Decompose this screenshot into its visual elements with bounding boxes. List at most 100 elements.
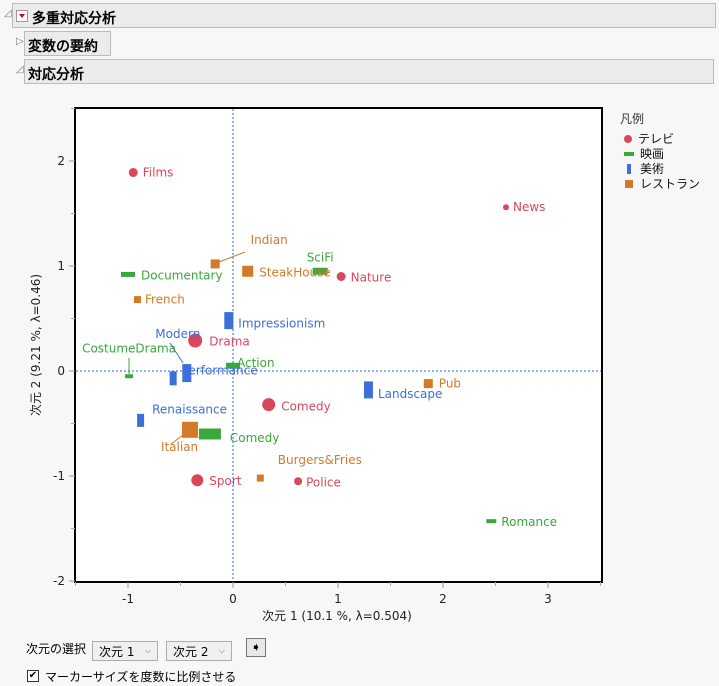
point-label: Burgers&Fries [278,453,362,467]
checkmark-icon: ✔ [28,670,38,681]
vbar-marker-icon [224,312,234,330]
y-tick-label: 1 [57,259,65,273]
data-point[interactable]: Police [294,475,341,489]
hbar-marker-icon [198,428,221,440]
data-point[interactable]: News [503,200,545,214]
plot-frame [74,107,603,583]
point-label: Films [143,166,174,180]
point-label: Police [306,475,341,489]
point-label: Nature [351,271,392,285]
legend-title: 凡例 [620,112,645,126]
hbar-marker-icon [624,151,634,156]
data-point[interactable]: CostumeDrama [82,341,176,379]
ca-title: 対応分析 [28,67,84,83]
square-marker-icon [625,179,633,188]
data-point[interactable]: Renaissance [137,402,227,427]
reference-lines [76,109,601,581]
data-point[interactable]: French [133,293,185,307]
data-point[interactable]: Landscape [363,381,442,401]
data-point[interactable]: Impressionism [224,312,325,331]
legend-label: 美術 [640,162,665,176]
point-label: Romance [501,515,557,529]
data-point[interactable]: Films [128,166,174,180]
axes: -1 0 1 2 3 -2 -1 0 1 2 [53,108,601,606]
red-triangle-menu-icon[interactable] [16,10,28,22]
proportional-marker-label: マーカーサイズを度数に比例させる [45,670,237,684]
dimension-x-value: 次元 1 [99,644,135,659]
circle-marker-icon [128,168,138,178]
point-label: CostumeDrama [82,341,176,355]
collapse-triangle-icon[interactable]: ◿ [16,64,24,75]
outline-main-bar: 多重対応分析 [12,3,716,28]
data-point[interactable]: Performance [169,363,258,386]
chevron-down-icon: ⌵ [144,646,151,655]
square-marker-icon [423,379,433,389]
data-point[interactable]: Documentary [121,268,223,282]
apply-dimension-button[interactable]: ➧ [246,638,266,657]
vbar-marker-icon [182,364,192,383]
y-tick-label: -1 [53,469,65,483]
data-point[interactable]: Sport [191,474,242,488]
data-point[interactable]: Burgers&Fries [256,453,362,482]
leader-line [218,251,246,263]
legend-label: テレビ [638,132,675,146]
y-tick-label: 2 [57,154,65,168]
square-marker-icon [242,265,254,277]
legend-item[interactable]: テレビ [624,130,674,147]
legend-item[interactable]: 映画 [624,145,664,162]
point-label: French [145,293,185,307]
data-point[interactable]: Comedy [198,428,280,446]
summary-title: 変数の要約 [28,39,98,55]
point-label: Documentary [141,268,223,282]
data-point[interactable]: Indian [210,233,288,269]
expand-triangle-icon[interactable]: ▷ [16,36,24,47]
y-tick-label: 0 [57,364,65,378]
summary-bar[interactable]: 変数の要約 [24,31,111,56]
point-label: Italian [161,440,198,454]
legend-item[interactable]: 美術 [624,160,664,177]
data-point[interactable]: Pub [423,377,461,391]
point-label: Comedy [230,431,280,445]
dimension-x-select[interactable]: 次元 1 ⌵ [92,641,158,661]
data-point[interactable]: SciFi [307,250,334,275]
point-label: Indian [251,233,288,247]
legend-label: レストラン [640,177,701,191]
circle-marker-icon [294,477,303,486]
circle-marker-icon [262,398,276,412]
point-label: Pub [439,377,461,391]
data-point[interactable]: SteakHouse [242,265,331,279]
data-point[interactable]: Nature [336,271,392,285]
hbar-marker-icon [125,374,134,379]
proportional-marker-checkbox[interactable]: ✔ [27,670,39,682]
data-point[interactable]: Italian [161,421,198,454]
data-point[interactable]: Modern [155,327,200,383]
data-point[interactable]: Comedy [262,398,331,414]
dimension-select-label: 次元の選択 [26,642,87,656]
x-tick-label: 3 [544,592,552,606]
y-tick-label: -2 [53,574,65,588]
dimension-y-value: 次元 2 [173,644,209,659]
point-label: Comedy [281,400,331,414]
point-label: Impressionism [238,317,325,331]
legend-item[interactable]: レストラン [624,175,700,192]
data-point[interactable]: Action [226,356,275,370]
square-marker-icon [210,259,220,269]
vbar-marker-icon [363,381,373,399]
circle-marker-icon [191,474,204,487]
data-point[interactable]: Romance [486,515,557,529]
collapse-triangle-icon[interactable]: ◿ [4,8,12,19]
leader-line [170,434,184,445]
legend-label: 映画 [640,147,665,161]
circle-marker-icon [336,272,346,281]
data-points[interactable]: Films News Nature Drama Comedy Police Sport Doc… [82,166,557,530]
dimension-y-select[interactable]: 次元 2 ⌵ [166,641,232,661]
vbar-marker-icon [627,163,631,174]
point-label: Action [237,356,275,370]
data-point[interactable]: Drama [188,333,250,349]
hbar-marker-icon [226,362,240,369]
arrow-right-icon: ➧ [250,640,262,654]
point-label: News [513,200,545,214]
point-label: Drama [209,335,250,349]
ca-bar[interactable]: 対応分析 [24,59,714,84]
